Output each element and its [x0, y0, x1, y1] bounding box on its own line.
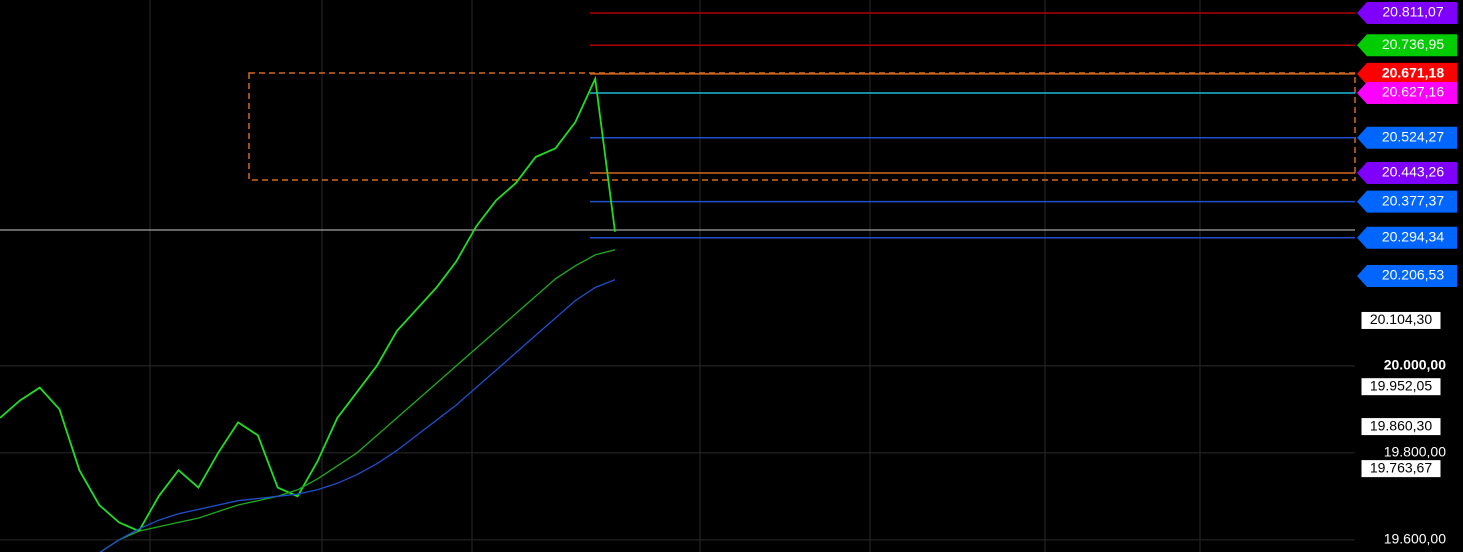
tag-label: 20.294,34: [1382, 228, 1444, 244]
y-tick-label: 20.000,00: [1384, 357, 1446, 373]
tag-box: [1357, 82, 1457, 105]
tag-box: [1360, 459, 1442, 479]
tag-label: 19.860,30: [1370, 417, 1432, 433]
tag-label: 20.206,53: [1382, 267, 1444, 283]
level-tag: 19.952,05: [1360, 377, 1442, 397]
level-tag: 19.860,30: [1360, 417, 1442, 437]
series-line: [0, 75, 616, 533]
level-tag: 20.206,53: [1357, 264, 1457, 287]
tag-label: 20.377,37: [1382, 192, 1444, 208]
tag-label: 20.736,95: [1382, 36, 1444, 52]
tag-label: 20.524,27: [1382, 128, 1444, 144]
level-tag: 20.294,34: [1357, 226, 1457, 249]
tag-box: [1360, 377, 1442, 397]
level-tag: 20.736,95: [1357, 34, 1457, 57]
tag-label: 20.671,18: [1382, 65, 1444, 81]
level-tag: 20.811,07: [1357, 2, 1457, 25]
level-tag: 20.443,26: [1357, 162, 1457, 185]
tag-box: [1357, 264, 1457, 287]
y-tick-label: 19.600,00: [1384, 531, 1446, 547]
level-tag: 19.763,67: [1360, 459, 1442, 479]
tag-label: 20.443,26: [1382, 164, 1444, 180]
series-line: [99, 249, 616, 552]
tag-box: [1357, 2, 1457, 25]
tag-box: [1357, 62, 1457, 85]
level-tag: 20.627,16: [1357, 82, 1457, 105]
zone-box: [248, 72, 1356, 181]
series-line: [99, 279, 616, 552]
vertical-grid: [149, 0, 1201, 552]
tag-label: 20.627,16: [1382, 84, 1444, 100]
level-tag: 20.671,18: [1357, 62, 1457, 85]
tag-box: [1360, 310, 1442, 330]
tag-box: [1357, 190, 1457, 213]
tag-box: [1357, 162, 1457, 185]
tag-label: 19.763,67: [1370, 459, 1432, 475]
tag-label: 19.952,05: [1370, 377, 1432, 393]
y-tick-label: 19.800,00: [1384, 444, 1446, 460]
tag-box: [1357, 226, 1457, 249]
tag-box: [1357, 34, 1457, 57]
tag-label: 20.811,07: [1382, 4, 1443, 20]
tag-label: 20.104,30: [1370, 311, 1432, 327]
level-tag: 20.377,37: [1357, 190, 1457, 213]
level-tag: 20.104,30: [1360, 310, 1442, 330]
tag-box: [1360, 417, 1442, 437]
tag-box: [1357, 126, 1457, 149]
level-tag: 20.524,27: [1357, 126, 1457, 149]
